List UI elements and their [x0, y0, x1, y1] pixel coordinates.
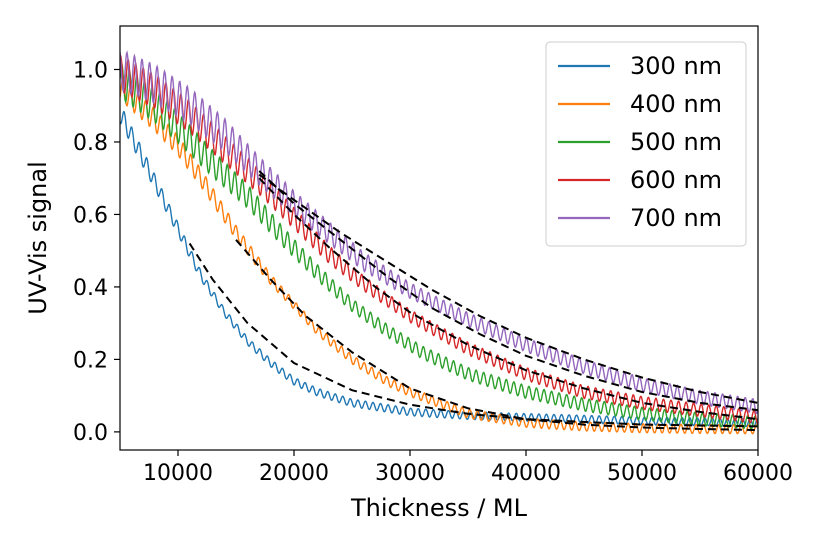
legend: 300 nm 400 nm 500 nm 600 nm 700 nm	[545, 41, 747, 247]
x-axis-label: Thickness / ML	[350, 494, 528, 522]
y-axis-label: UV-Vis signal	[24, 161, 52, 315]
fit-line-5	[258, 173, 758, 404]
y-tick-label: 1.0	[73, 58, 108, 83]
plot-frame	[119, 25, 759, 451]
legend-box	[545, 41, 747, 247]
fit-lines-layer	[188, 170, 758, 432]
x-tick-label: 30000	[375, 461, 445, 486]
legend-label: 400 nm	[630, 90, 722, 118]
series-line-500-nm	[120, 62, 758, 430]
y-tick-label: 0.4	[73, 276, 108, 301]
x-tick-label: 10000	[143, 461, 213, 486]
legend-label: 500 nm	[630, 128, 722, 156]
fit-line-2	[235, 239, 758, 432]
fit-line-3	[258, 177, 758, 421]
legend-label: 600 nm	[630, 166, 722, 194]
y-tick-label: 0.8	[73, 131, 108, 156]
y-tick-label: 0.6	[73, 203, 108, 228]
x-axis: 10000 20000 30000 40000 50000 60000	[143, 450, 793, 486]
legend-label: 300 nm	[630, 52, 722, 80]
x-tick-label: 40000	[491, 461, 561, 486]
y-axis: 0.0 0.2 0.4 0.6 0.8 1.0	[73, 58, 120, 446]
x-tick-label: 50000	[607, 461, 677, 486]
fit-line-1	[188, 242, 758, 428]
fit-line-4	[258, 170, 758, 412]
series-line-700-nm	[120, 50, 758, 415]
legend-label: 700 nm	[630, 204, 722, 232]
y-tick-label: 0.2	[73, 348, 108, 373]
x-tick-label: 20000	[259, 461, 329, 486]
y-tick-label: 0.0	[73, 421, 108, 446]
x-tick-label: 60000	[723, 461, 793, 486]
